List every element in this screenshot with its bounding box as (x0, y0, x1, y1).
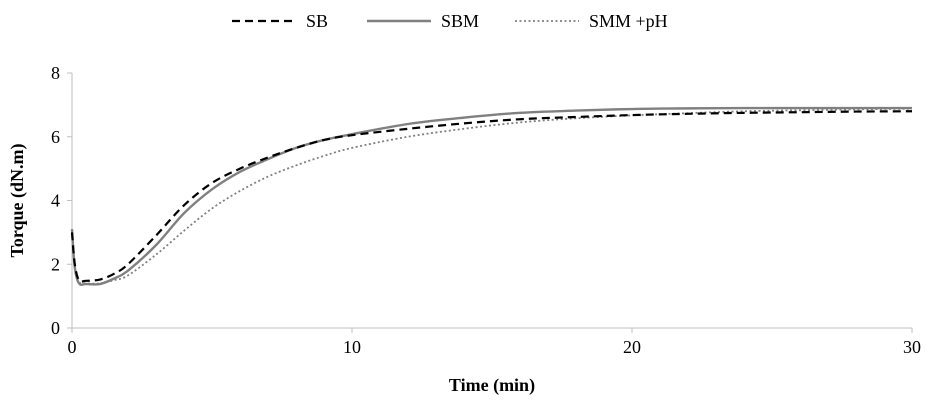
legend-label: SBM (441, 11, 479, 31)
legend-label: SMM +pH (589, 11, 668, 31)
x-tick-label: 30 (903, 337, 921, 357)
x-axis-title: Time (min) (449, 375, 535, 396)
series-line-sb (70, 110, 913, 283)
legend: SB SBM SMM +pH (232, 11, 668, 31)
x-tick-label: 0 (68, 337, 77, 357)
y-tick-label: 4 (51, 191, 60, 211)
x-tick-label: 10 (343, 337, 361, 357)
y-tick-label: 0 (51, 318, 60, 338)
legend-label: SB (306, 11, 328, 31)
x-tick-label: 20 (623, 337, 641, 357)
y-axis-ticks: 0 2 4 6 8 (51, 63, 72, 338)
series-layer (70, 106, 913, 286)
y-tick-label: 2 (51, 254, 60, 274)
y-axis-title: Torque (dN.m) (7, 143, 28, 257)
x-axis-ticks: 0 10 20 30 (68, 328, 921, 357)
y-tick-label: 8 (51, 63, 60, 83)
y-tick-label: 6 (51, 127, 60, 147)
series-line-smm-ph (71, 107, 913, 285)
series-line-sbm (70, 106, 912, 286)
